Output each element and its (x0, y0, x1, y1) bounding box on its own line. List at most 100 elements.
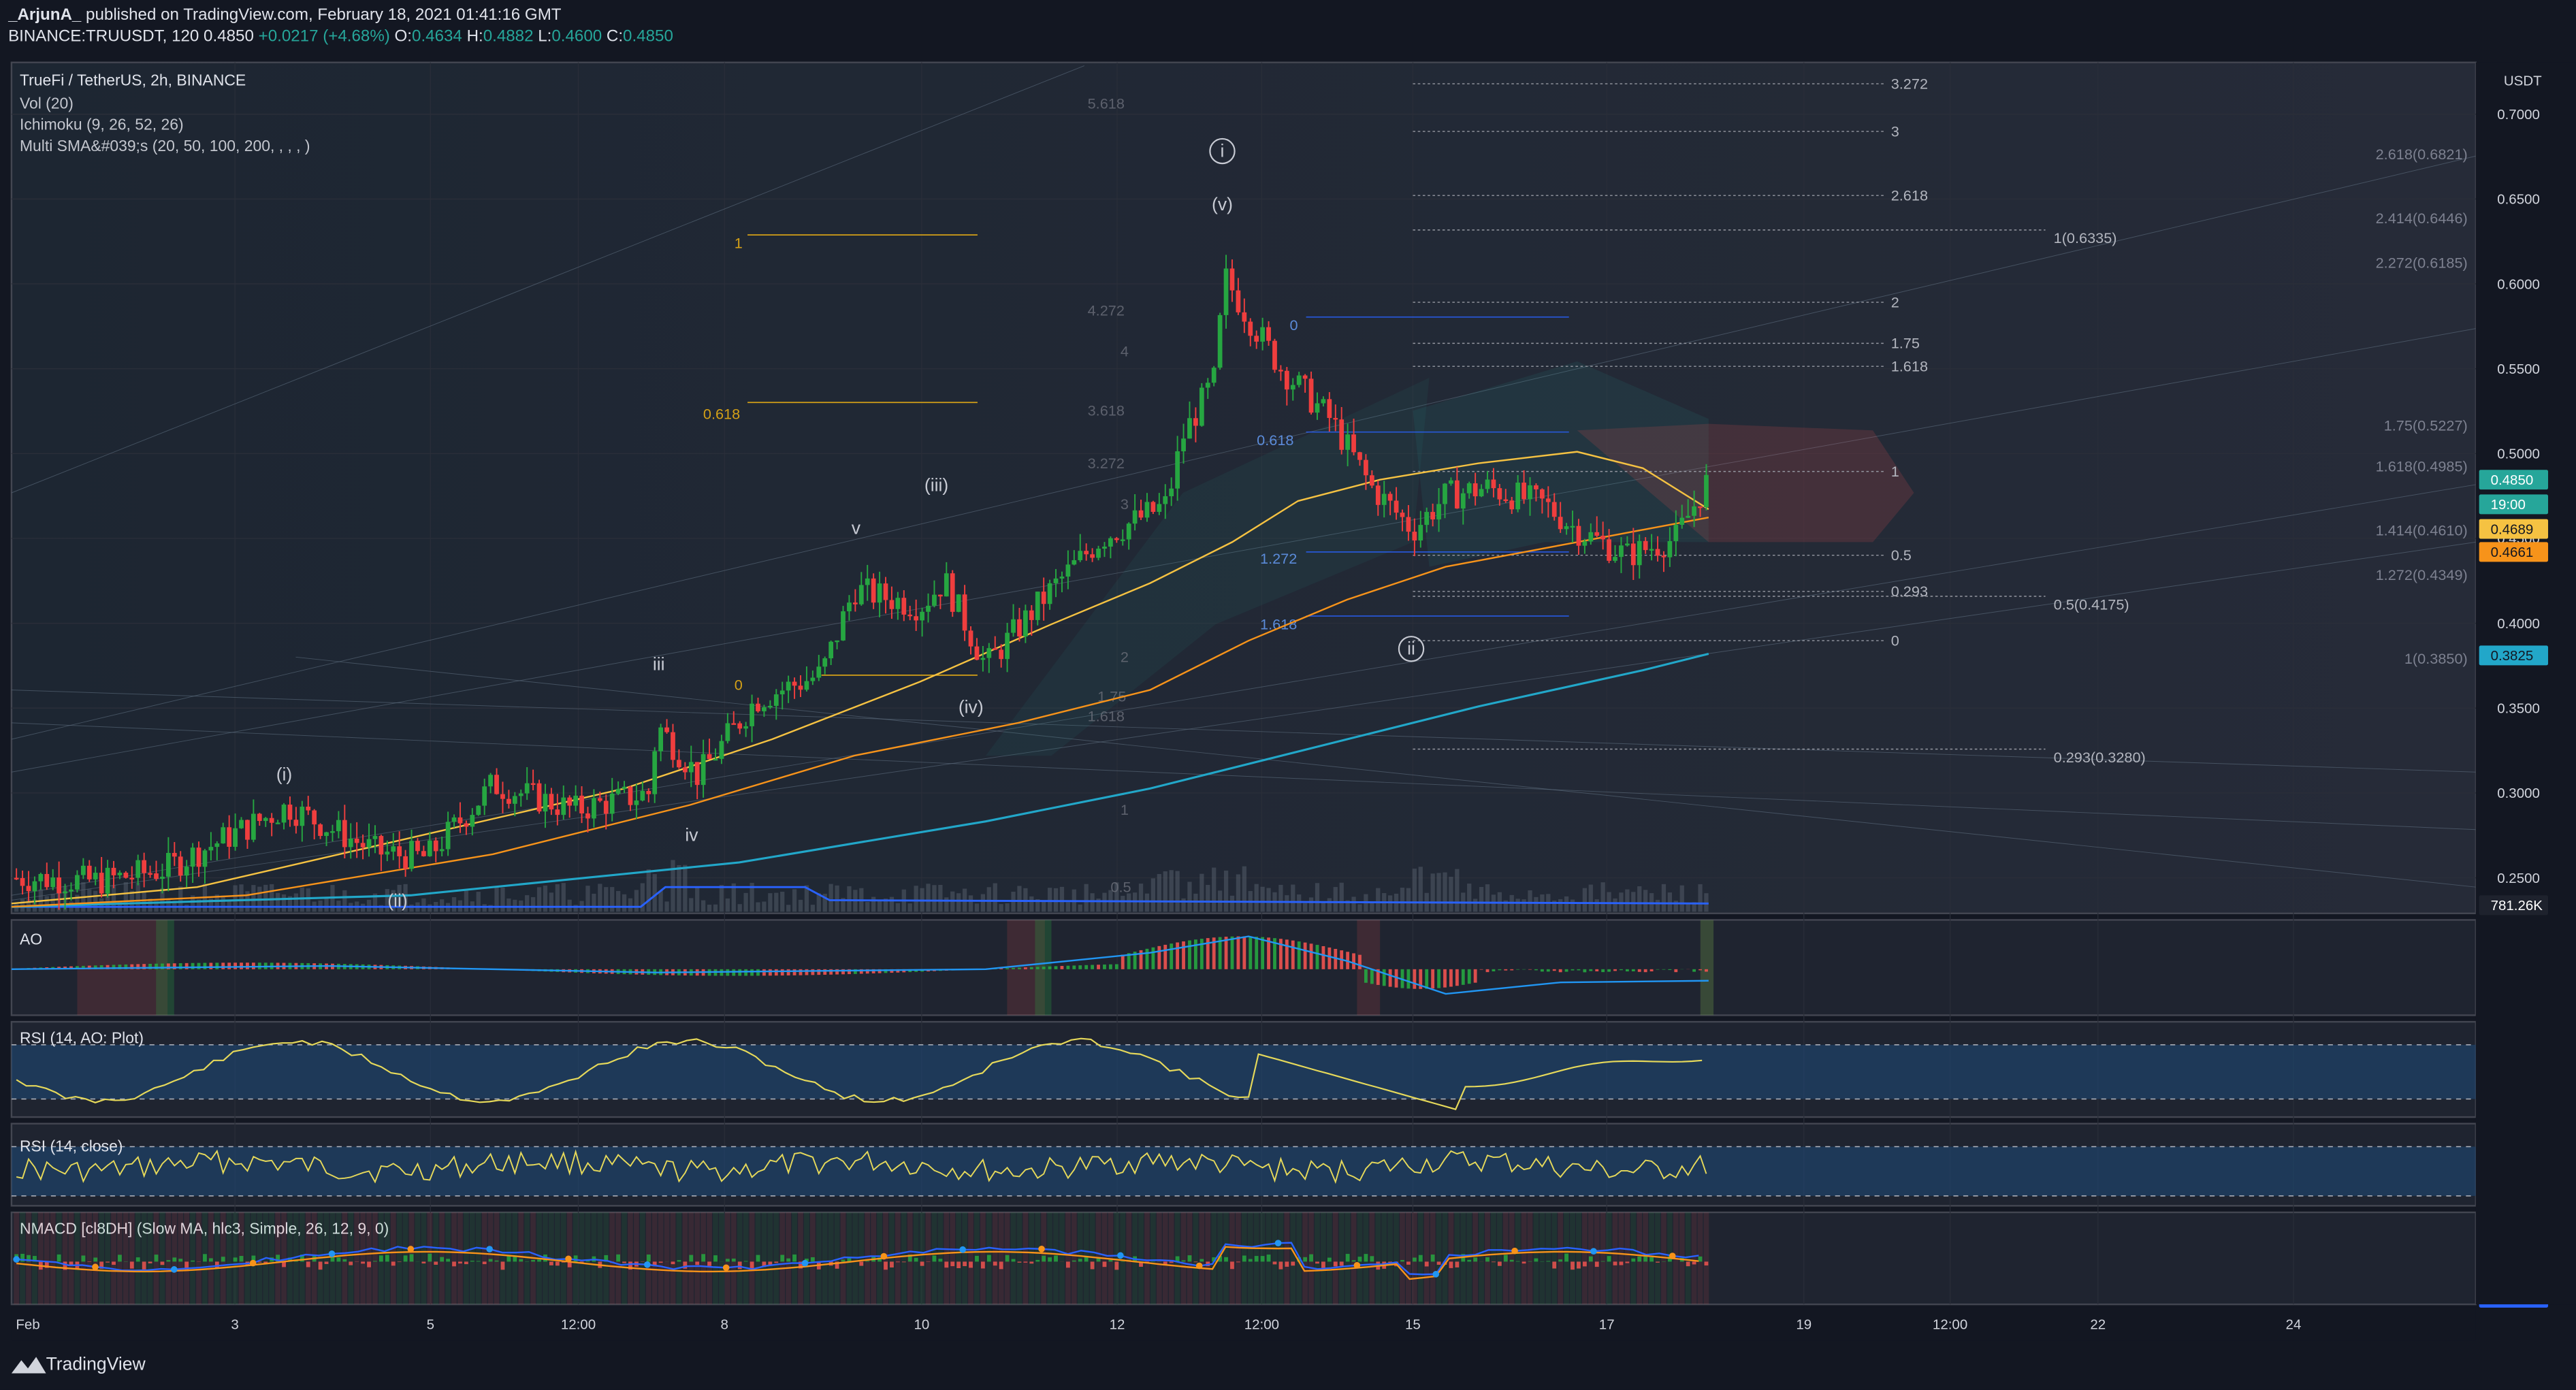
nmacd-shade (1661, 1212, 1667, 1305)
rsi-band (11, 1146, 2476, 1196)
nmacd-hist (428, 1253, 432, 1262)
nmacd-shade (1089, 1212, 1095, 1305)
volume-bar (1643, 890, 1648, 912)
nmacd-hist (148, 1261, 152, 1263)
nmacd-hist (695, 1261, 700, 1265)
nmacd-hist (1430, 1255, 1435, 1262)
volume-bar (476, 892, 481, 912)
nmacd-hist (1266, 1255, 1271, 1262)
candle (518, 793, 524, 796)
nmacd-shade (1321, 1212, 1326, 1305)
time-tick: 22 (2090, 1316, 2106, 1332)
elliott-wave-labels: i (v) (iii) v iii (iv) (i) (ii) iv ii (276, 138, 1425, 911)
candle (208, 847, 214, 851)
candle (1339, 419, 1345, 450)
volume-bar (1607, 892, 1611, 912)
nmacd-shade (44, 1212, 50, 1305)
candle (536, 783, 542, 812)
fib-faded-label: 4.272 (1088, 302, 1125, 319)
volume-bar (500, 887, 505, 912)
volume-bar (513, 899, 517, 912)
nmacd-cross-dot (722, 1264, 730, 1272)
nmacd-shade (651, 1212, 658, 1305)
candle (1163, 496, 1168, 504)
brand-text[interactable]: TradingView (46, 1355, 146, 1375)
volume-bar (877, 901, 882, 912)
nmacd-hist (1436, 1261, 1441, 1265)
nmacd-hist (1260, 1256, 1265, 1262)
nmacd-hist (750, 1261, 754, 1270)
candle (1072, 560, 1077, 565)
candle (470, 815, 475, 827)
nmacd-hist (135, 1257, 140, 1262)
candle (573, 795, 578, 806)
nmacd-hist (203, 1254, 207, 1262)
nmacd-hist (154, 1255, 159, 1262)
nmacd-hist (421, 1261, 426, 1264)
candle (1369, 475, 1374, 486)
ao-bar (1145, 948, 1149, 969)
volume-bar (1047, 888, 1052, 912)
nmacd-hist (737, 1261, 742, 1270)
candle (1138, 510, 1144, 518)
volume-bar (123, 882, 128, 912)
trend-line (11, 541, 2476, 901)
nmacd-shade (464, 1212, 469, 1305)
fib-mid-label: 1.618 (1260, 615, 1297, 632)
price-axis[interactable]: USDT0.70000.65000.60000.55000.50000.4500… (2475, 62, 2576, 1305)
ao-bar (184, 963, 189, 969)
ao-bar (835, 969, 839, 975)
nmacd-hist (184, 1261, 189, 1270)
volume-bar (1345, 900, 1350, 912)
ao-bar (1218, 937, 1222, 969)
volume-bar (604, 887, 609, 912)
nmacd-hist (1065, 1261, 1070, 1268)
nmacd-hist (1193, 1261, 1198, 1263)
nmacd-shade (609, 1212, 615, 1305)
ao-bar (203, 963, 207, 969)
ao-bar (1176, 942, 1180, 969)
price-tag (2479, 519, 2549, 539)
ao-bar (1455, 969, 1459, 986)
wave-label: (v) (1212, 194, 1233, 214)
volume-bar (293, 893, 299, 912)
ao-bar (1249, 936, 1253, 969)
candle (111, 867, 116, 875)
nmacd-hist (1364, 1254, 1368, 1262)
nmacd-hist (1455, 1261, 1460, 1267)
nmacd-shade (895, 1212, 901, 1305)
nmacd-hist (628, 1261, 632, 1270)
fib-level-label: 2.618 (1891, 187, 1928, 204)
candle (944, 573, 949, 597)
candle (1479, 489, 1484, 497)
nmacd-shade (925, 1212, 931, 1305)
author-name[interactable]: _ArjunA_ (8, 6, 82, 25)
volume-bar (889, 896, 895, 912)
nmacd-hist (1656, 1261, 1660, 1263)
nmacd-shade (730, 1212, 737, 1305)
candle (1630, 543, 1636, 566)
candle (275, 822, 280, 824)
candle (1485, 479, 1490, 489)
candle (858, 585, 864, 604)
candle (1029, 610, 1034, 620)
candle (1400, 513, 1405, 517)
nmacd-hist (1449, 1261, 1453, 1268)
nmacd-shade (1400, 1212, 1405, 1305)
nmacd-shade (50, 1212, 56, 1305)
volume-bar (366, 899, 372, 912)
time-axis[interactable]: Feb 3 5 12:00 8 10 12 12:00 15 17 19 12:00 22 24 (11, 1307, 2476, 1341)
candle (202, 850, 208, 867)
nmacd-hist (1406, 1261, 1411, 1265)
candle (688, 762, 694, 773)
fib-orange-label: 1 (735, 234, 743, 251)
ao-bar (1078, 965, 1082, 969)
price-tag-text: 781.26K (2491, 898, 2543, 914)
nmacd-shade (658, 1212, 664, 1305)
trend-line (11, 484, 2476, 896)
volume-bar (585, 886, 590, 912)
candle (530, 783, 536, 786)
nmacd-cross-dot (407, 1246, 415, 1252)
candle (1157, 504, 1162, 512)
